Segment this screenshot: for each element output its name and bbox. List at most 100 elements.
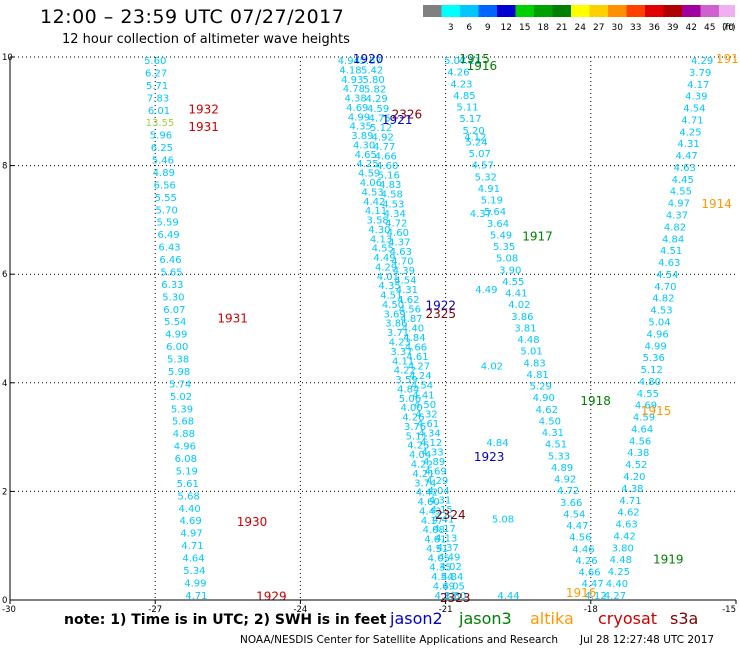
wave-height-value: 4.71 — [181, 541, 203, 552]
wave-height-value: 4.51 — [380, 291, 402, 302]
track-jason2-2324-2323: 4.11 4.12 4.37 4.49 4.02 4.84 5.08 4.44 — [459, 56, 520, 602]
wave-height-value: 6.33 — [161, 280, 183, 291]
wave-height-value: 6.56 — [154, 180, 176, 191]
y-tick-label: 6 — [2, 270, 7, 280]
wave-height-value: 4.80 — [639, 377, 661, 388]
wave-height-value: 4.40 — [606, 579, 628, 590]
colorbar-swatch — [700, 5, 719, 17]
wave-height-value: 4.27 — [408, 362, 430, 373]
wave-height-value: 4.33 — [421, 448, 443, 459]
wave-height-value: 4.11 — [365, 206, 387, 217]
wave-height-value: 5.38 — [167, 355, 189, 366]
wave-height-value: 5.19 — [176, 466, 198, 477]
wave-height-value: 4.20 — [623, 472, 645, 483]
colorbar-swatch — [589, 5, 608, 17]
wave-height-value: 5.64 — [484, 207, 506, 218]
wave-height-value: 5.98 — [168, 367, 190, 378]
grid-lines — [10, 56, 736, 600]
wave-height-value: 4.96 — [646, 329, 668, 340]
wave-height-value: 4.87 — [400, 314, 422, 325]
wave-height-value: 5.71 — [146, 81, 168, 92]
wave-height-value: 4.70 — [391, 257, 413, 268]
pass-label: 1914 — [701, 197, 732, 211]
wave-height-value: 4.55 — [670, 187, 692, 198]
wave-height-value: 5.61 — [177, 479, 199, 490]
wave-height-value: 5.60 — [144, 56, 166, 67]
wave-height-value: 4.63 — [615, 520, 637, 531]
pass-label: 1917 — [522, 230, 553, 244]
legend-cryosat: cryosat — [598, 609, 658, 628]
wave-height-value: 4.25 — [356, 159, 378, 170]
wave-height-value: 4.54 — [656, 270, 678, 281]
wave-height-value: 5.30 — [162, 292, 184, 303]
wave-height-value: 4.55 — [372, 244, 394, 255]
colorbar-tick-label: 30 — [612, 23, 624, 33]
wave-height-value: 4.92 — [372, 132, 394, 143]
pass-label: 2325 — [425, 307, 456, 321]
wave-height-value: 4.29 — [365, 94, 387, 105]
wave-height-value: 3.58 — [367, 216, 389, 227]
wave-height-value: 13.55 — [146, 118, 175, 129]
wave-height-value: 3.76 — [404, 422, 426, 433]
wave-height-value: 4.48 — [610, 555, 632, 566]
colorbar-swatch — [478, 5, 497, 17]
wave-height-value: 4.93 — [341, 75, 363, 86]
wave-height-value: 4.49 — [373, 253, 395, 264]
wave-height-value: 4.30 — [368, 225, 390, 236]
wave-height-value: 5.32 — [475, 172, 497, 183]
wave-height-value: 4.12 — [464, 132, 486, 143]
pass-label: 1913 — [716, 52, 740, 66]
wave-height-value: 4.84 — [486, 438, 508, 449]
wave-height-value: 3.80 — [612, 543, 634, 554]
wave-height-value: 4.54 — [394, 276, 416, 287]
wave-height-value: 6.49 — [157, 230, 179, 241]
wave-height-value: 4.17 — [434, 524, 456, 535]
wave-height-value: 4.88 — [173, 429, 195, 440]
wave-height-value: 4.23 — [389, 338, 411, 349]
pass-label: 1929 — [256, 590, 287, 604]
pass-label: 1930 — [237, 515, 268, 529]
pass-labels: 1920191519161913193219312326192119141917… — [188, 52, 740, 605]
wave-height-value: 4.25 — [407, 441, 429, 452]
wave-height-value: 4.55 — [637, 389, 659, 400]
wave-height-value: 4.49 — [438, 553, 460, 564]
wave-height-value: 4.91 — [478, 184, 500, 195]
wave-height-value: 4.69 — [346, 103, 368, 114]
wave-height-value: 4.45 — [672, 175, 694, 186]
colorbar-unit-label: (ft) — [722, 23, 735, 33]
wave-height-value: 4.47 — [566, 521, 588, 532]
colorbar-swatch — [552, 5, 571, 17]
pass-label: 1915 — [459, 52, 490, 66]
wave-height-value: 4.41 — [432, 514, 454, 525]
wave-height-value: 4.63 — [658, 258, 680, 269]
wave-height-value: 4.35 — [378, 281, 400, 292]
wave-height-value: 5.33 — [548, 451, 570, 462]
wave-height-value: 5.04 — [648, 317, 670, 328]
wave-height-value: 4.47 — [675, 151, 697, 162]
wave-height-value: 5.46 — [152, 156, 174, 167]
wave-height-value: 4.60 — [387, 228, 409, 239]
wave-height-value: 4.37 — [388, 237, 410, 248]
wave-height-value: 4.18 — [339, 65, 361, 76]
wave-height-value: 4.51 — [545, 440, 567, 451]
wave-height-value: 5.67 — [359, 56, 381, 67]
wave-height-value: 4.26 — [402, 413, 424, 424]
legend-s3a: s3a — [670, 609, 699, 628]
colorbar-swatch — [626, 5, 645, 17]
wave-height-value: 5.39 — [171, 404, 193, 415]
wave-height-value: 3.74 — [414, 478, 436, 489]
wave-height-value: 5.01 — [520, 347, 542, 358]
wave-height-value: 3.71 — [387, 328, 409, 339]
x-tick-label: -21 — [439, 605, 453, 615]
colorbar-swatch — [497, 5, 516, 17]
wave-height-value: 4.84 — [403, 333, 425, 344]
wave-height-value: 5.11 — [406, 431, 428, 442]
wave-height-value: 4.61 — [406, 352, 428, 363]
y-tick-label: 10 — [2, 53, 13, 63]
wave-height-value: 4.97 — [668, 199, 690, 210]
pass-label: 1931 — [188, 120, 219, 134]
footer-note: note: 1) Time is in UTC; 2) SWH is in fe… — [64, 612, 387, 628]
wave-height-value: 3.90 — [499, 265, 521, 276]
wave-height-value: 4.83 — [523, 358, 545, 369]
